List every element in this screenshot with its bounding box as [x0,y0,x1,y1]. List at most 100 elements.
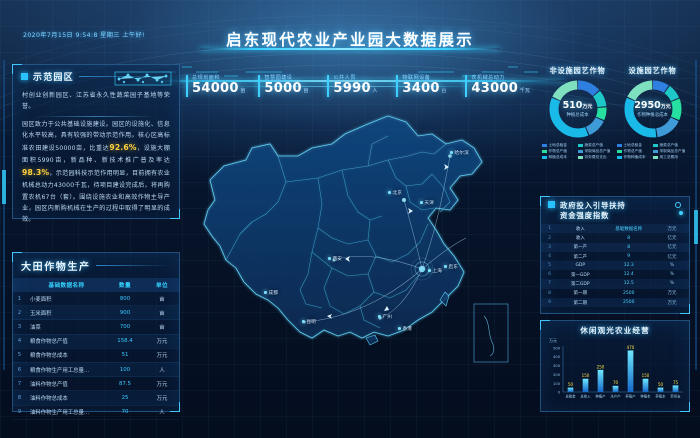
donut-segment [624,80,681,138]
bar-value-label: 50 [658,382,664,387]
table-cell: 2 [13,305,26,321]
y-tick-label: 300 [553,364,561,368]
legend-swatch [578,156,583,159]
donut-value: 510万元 [562,100,593,112]
table-cell: 第一期 [573,291,588,297]
y-tick-label: 200 [553,373,561,377]
gov-bubble-icons [675,202,683,215]
kpi-unit: 亩 [240,88,246,94]
intro-panel: 示范园区 村创业创新园区、江苏省永久性蔬菜园子基地等荣誉。 园区致力于公共基础设… [12,64,180,223]
donut-label: 种植总成本 [566,112,589,118]
legend-swatch [578,150,583,153]
table-cell: 粮食作物总产值 [26,334,105,349]
bar[interactable] [597,369,604,392]
donut-chart[interactable]: 510万元 种植总成本 [547,78,609,140]
table-cell: 70 [105,405,145,420]
table-cell: 第一GDP [570,272,590,278]
kpi-item: 物联网设备 3400 台 [396,74,452,104]
circle-dot-icon [679,211,683,215]
kpi-unit: 台 [441,88,447,94]
china-landmass [203,115,483,339]
bar[interactable] [642,378,649,392]
legend-item: 采制商品总产值 [578,149,612,154]
title-rule-mid [135,80,565,82]
table-row: 4 粮食作物总产值 158.4 万元 [13,334,179,349]
gov-table: 1 收入 基础数据名称 万元 2 收入 8 亿元 3 第一产 8 亿元 4 第二产 9 亿元 5 GDP 12.3%… [541,223,689,308]
map-dot-icon [378,315,381,318]
kpi-label: 物联网设备 [402,75,431,81]
table-cell: 万元 [667,291,677,297]
donut-chart[interactable]: 2950万元 作物种植总成本 [622,78,684,140]
legend-item: 蔬菜总产值 [653,143,687,148]
table-cell: 万元 [145,334,179,349]
legend-swatch [653,156,658,159]
table-cell: 粮食作物总成本 [26,348,105,363]
x-tick-label: 种植本 [640,394,651,399]
crop-production-panel: 大田作物生产 基础数据名称 数量 单位 1 小麦面积 800 亩 2 玉米面积 900 亩 3 油… [12,252,180,420]
table-cell: 100 [105,362,145,378]
legend-item: 蔬菜总产值 [578,143,612,148]
donut-center: 2950万元 作物种植总成本 [622,78,684,140]
crop-table: 基础数据名称 数量 单位 1 小麦面积 800 亩 2 玉米面积 900 亩 3 油菜 700 亩 4 粮… [13,278,179,420]
bar[interactable] [672,385,679,392]
map-city-label: 香港 [398,326,412,332]
legend-swatch [542,150,547,153]
kpi-strip: 总规划面积 54000 亩智慧园建设 5000 亩公共人员 5990 人物联网设备 3400 台… [186,74,530,104]
table-cell: 800 [105,292,145,307]
table-cell: 亩 [145,305,179,321]
donut-legend: 土地总租金 蔬菜总产值 作物总产值 采制商品总产值 作物种植成本 用工总费用 [615,143,690,160]
map-city-label: 昆明 [302,319,316,325]
table-cell: 第二GDP [558,279,603,289]
map-dot-icon [388,191,391,194]
table-cell: 3 [13,319,26,335]
bar-value-label: 150 [582,373,590,378]
table-cell: 收入 [558,223,603,234]
bar-chart[interactable]: 万元 0 100 200 300 400 500 50 总租金 150 总收入 250 种… [541,336,691,408]
china-map-panel[interactable]: 哈尔滨 北京 天津 西安 上海 启东 成都 昆明 广州 香港 [182,104,534,394]
kpi-value: 5990 人 [333,81,378,96]
donut-segment [624,80,681,138]
table-cell: 700 [105,319,145,335]
bar[interactable] [567,387,574,392]
map-city-label: 西安 [328,256,342,262]
table-cell: 第二期 [558,297,603,308]
kpi-label: 总规划面积 [192,75,220,81]
map-islands [365,291,450,346]
table-cell: 人 [145,405,179,420]
table-cell: 158.4 [105,334,145,349]
bar-value-label: 70 [613,380,619,385]
right-edge-accent [694,60,698,370]
intro-paragraph-2: 园区致力于公共基础设施建设。园区的设施化、信息化水平较高，具有较强的带动示范作用… [22,119,170,226]
bar[interactable] [582,378,589,392]
table-cell: 25 [105,390,145,406]
legend-swatch [617,156,622,159]
table-cell: 4 [13,334,26,349]
kpi-value: 5000 亩 [264,81,309,96]
bar[interactable] [612,385,619,392]
table-row: 4 第二产 9 亿元 [541,252,689,261]
province-borders [225,135,451,329]
table-row: 7 油料作物总产值 87.5 万元 [13,376,179,392]
x-tick-label: 养殖产 [625,394,636,399]
table-cell: 7 [13,376,26,392]
table-cell: 8 [602,242,655,253]
table-cell: 12.3 [602,261,655,270]
kpi-unit: 人 [372,88,378,94]
legend-item: 土地总租金 [617,143,651,148]
y-tick-label: 400 [553,355,561,359]
header-hex-right-icon [418,66,538,77]
legend-item: 作物总产值 [542,149,576,154]
table-cell: % [654,261,689,270]
bar[interactable] [657,387,664,392]
y-tick-label: 0 [558,391,561,395]
table-cell: 9 [13,405,26,420]
table-row: 8 第一期 2500 万元 [541,289,689,298]
bar[interactable] [627,350,634,392]
china-map-svg[interactable] [182,104,534,394]
table-cell: 8 [13,390,26,406]
map-flight-lines [303,155,467,323]
donut-segment [549,80,606,138]
map-dot-icon [420,201,423,204]
table-cell: 1 [13,292,26,307]
